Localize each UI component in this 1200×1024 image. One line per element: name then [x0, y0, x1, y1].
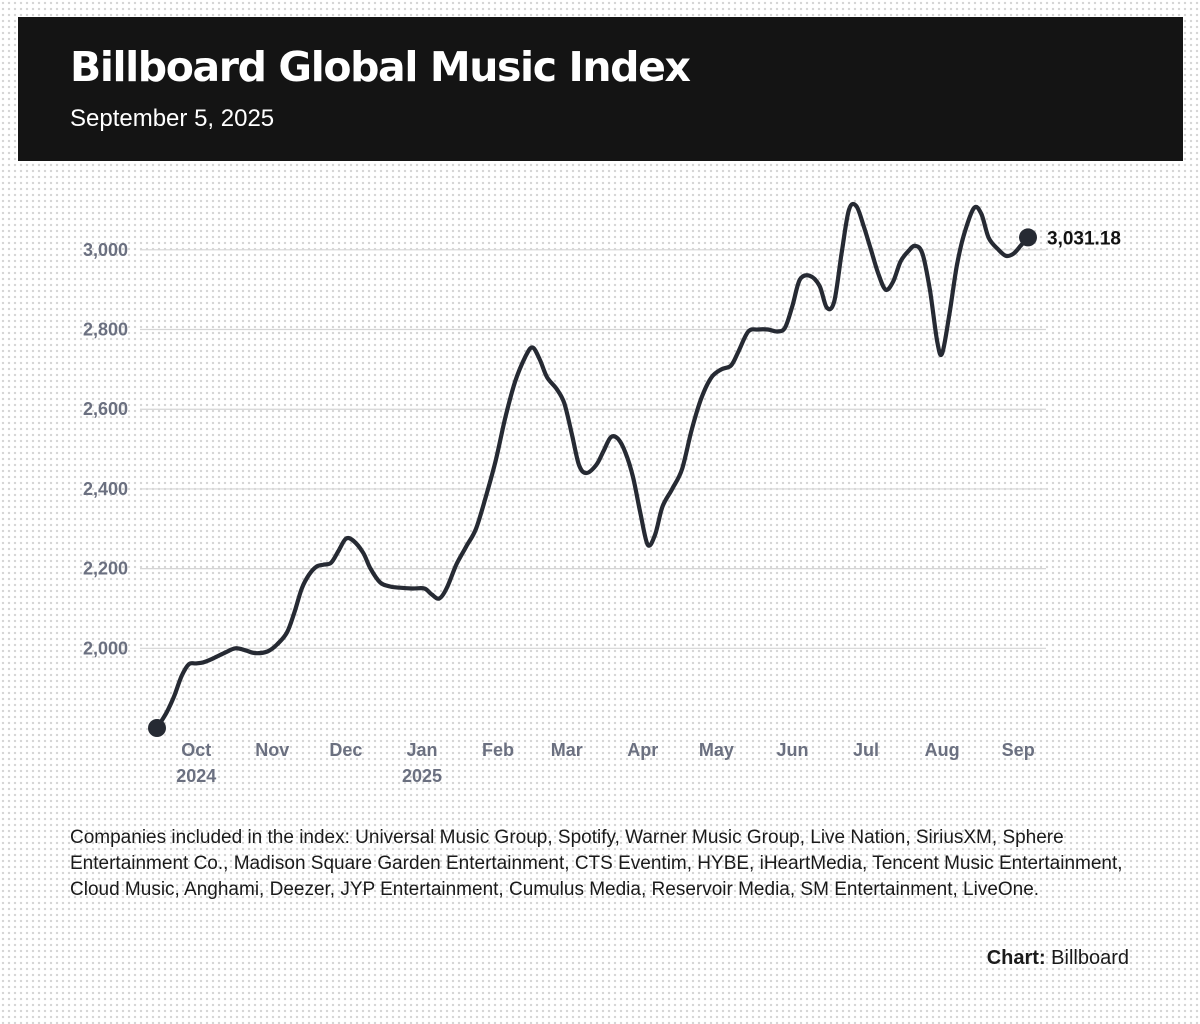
x-tick-year-label: 2025 — [402, 766, 442, 786]
chart-title: Billboard Global Music Index — [70, 43, 691, 91]
chart-date: September 5, 2025 — [70, 105, 275, 132]
x-tick-label: Feb — [482, 740, 514, 760]
x-tick-label: Sep — [1002, 740, 1035, 760]
index-series-line — [154, 201, 1031, 731]
y-tick-label: 2,200 — [83, 559, 128, 579]
chart-credit: Chart: Billboard — [987, 947, 1129, 970]
x-tick-label: Apr — [627, 740, 658, 760]
chart-header: Billboard Global Music Index September 5… — [18, 17, 1183, 161]
x-tick-label: Jan — [406, 740, 437, 760]
x-tick-label: Dec — [329, 740, 362, 760]
x-tick-label: Aug — [925, 740, 960, 760]
line-chart: 2,000 2,200 2,400 2,600 2,800 3,000 Oct 2024 No… — [83, 201, 1121, 786]
x-tick-label: Jun — [776, 740, 808, 760]
end-value-label: 3,031.18 — [1047, 228, 1121, 249]
y-axis-tick-labels: 2,000 2,200 2,400 2,600 2,800 3,000 — [83, 240, 128, 658]
x-tick-label: Mar — [551, 740, 583, 760]
end-point-marker — [1019, 228, 1037, 247]
y-tick-label: 2,000 — [83, 638, 128, 658]
x-tick-label: Oct — [181, 740, 211, 760]
x-axis-tick-labels: Oct 2024 Nov Dec Jan 2025 Feb Mar Apr May Jun Jul Au… — [176, 740, 1034, 786]
gridlines — [140, 249, 1046, 649]
x-tick-label: Jul — [853, 740, 879, 760]
start-point-marker — [148, 719, 166, 737]
x-tick-label: May — [699, 740, 734, 760]
x-tick-year-label: 2024 — [176, 766, 216, 786]
y-tick-label: 2,600 — [83, 399, 128, 419]
index-companies-note: Companies included in the index: Univers… — [70, 827, 1123, 900]
y-tick-label: 3,000 — [83, 240, 128, 260]
credit-label: Chart: — [986, 947, 1046, 969]
series-layer: 3,031.18 — [148, 201, 1121, 737]
credit-source: Billboard — [1051, 947, 1129, 969]
y-tick-label: 2,400 — [83, 479, 128, 499]
x-tick-label: Nov — [255, 740, 289, 760]
y-tick-label: 2,800 — [83, 320, 128, 340]
